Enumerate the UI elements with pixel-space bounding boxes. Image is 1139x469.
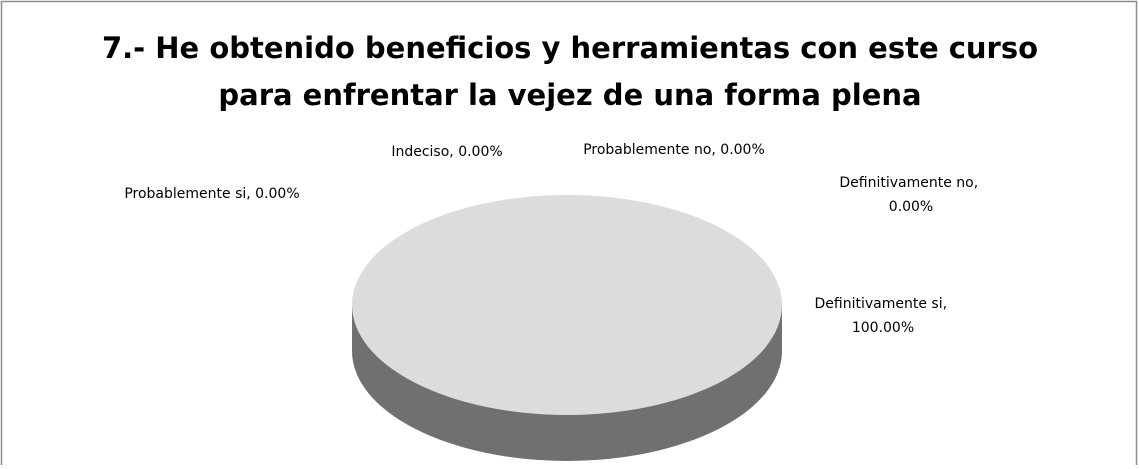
- pie-slice: [352, 195, 782, 415]
- pie: [352, 195, 782, 461]
- label-value: 0.00%: [458, 144, 502, 160]
- label-separator: ,: [974, 175, 983, 191]
- data-label: Probablemente no, 0.00%: [583, 142, 765, 158]
- data-label: Probablemente si, 0.00%: [124, 186, 299, 202]
- label-value: 0.00%: [889, 199, 933, 215]
- label-value: 100.00%: [852, 320, 914, 336]
- chart-title: para enfrentar la vejez de una forma ple…: [218, 78, 921, 112]
- data-label: Definitivamente no, 0.00%: [839, 175, 982, 215]
- label-category: Probablemente no: [583, 142, 711, 158]
- data-label: Indeciso, 0.00%: [391, 144, 502, 160]
- label-category: Definitivamente si: [815, 296, 943, 312]
- label-category: Probablemente si: [124, 186, 246, 202]
- label-separator: ,: [711, 142, 720, 158]
- label-value: 0.00%: [255, 186, 299, 202]
- chart-title: 7.- He obtenido beneficios y herramienta…: [102, 31, 1038, 65]
- data-labels: Definitivamente si, 100.00% Probablemente…: [124, 142, 982, 336]
- label-separator: ,: [943, 296, 952, 312]
- label-value: 0.00%: [720, 142, 764, 158]
- label-separator: ,: [246, 186, 255, 202]
- data-label: Definitivamente si, 100.00%: [815, 296, 952, 336]
- label-category: Indeciso: [391, 144, 449, 160]
- label-category: Definitivamente no: [839, 175, 973, 191]
- label-separator: ,: [449, 144, 458, 160]
